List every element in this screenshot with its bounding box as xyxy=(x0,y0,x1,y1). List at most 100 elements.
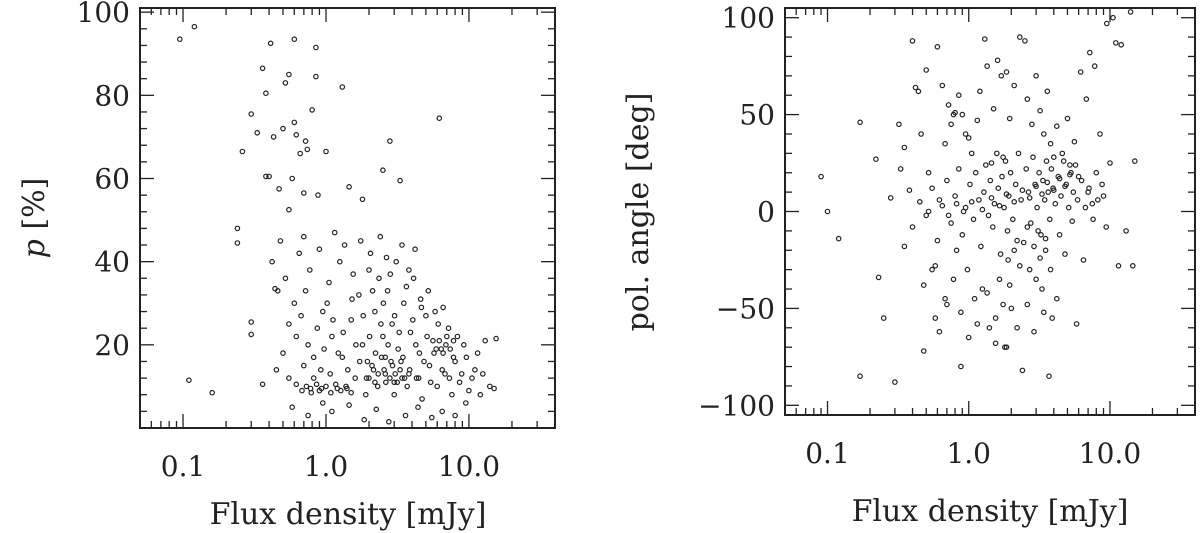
left-data-point xyxy=(378,321,384,327)
right-data-point xyxy=(1025,189,1032,195)
right-data-point xyxy=(1067,171,1073,178)
right-data-point xyxy=(932,315,939,321)
right-data-point xyxy=(968,199,975,205)
left-data-point xyxy=(364,358,371,365)
left-data-point xyxy=(402,412,409,419)
left-data-point xyxy=(415,375,422,381)
right-data-point xyxy=(1127,9,1134,15)
right-data-point xyxy=(959,232,966,238)
right-data-point xyxy=(1113,40,1119,46)
left-data-point xyxy=(372,308,378,315)
left-data-point xyxy=(486,383,493,390)
left-data-point xyxy=(393,258,400,265)
right-data-point xyxy=(1022,38,1028,44)
right-data-point xyxy=(1003,69,1010,75)
left-data-point xyxy=(428,414,435,421)
right-data-point xyxy=(939,82,946,89)
left-data-point xyxy=(234,225,241,232)
right-data-point xyxy=(1033,73,1039,79)
left-data-point xyxy=(304,146,311,153)
right-data-point xyxy=(1070,189,1077,195)
right-data-point xyxy=(955,166,962,172)
right-data-point xyxy=(1009,216,1016,223)
right-data-point xyxy=(896,121,902,128)
left-data-point xyxy=(456,379,463,386)
left-data-point xyxy=(277,238,284,244)
left-data-point xyxy=(427,379,434,386)
right-data-point xyxy=(1104,20,1110,27)
left-data-point xyxy=(382,354,389,361)
right-data-point xyxy=(1016,34,1023,40)
left-data-point xyxy=(382,371,389,377)
right-data-point xyxy=(1026,195,1033,201)
left-data-point xyxy=(289,404,296,411)
right-data-point xyxy=(936,328,943,335)
left-data-point xyxy=(392,371,399,377)
right-data-point xyxy=(925,169,932,176)
right-data-point xyxy=(1003,191,1010,197)
left-data-point xyxy=(280,125,286,132)
right-data-point xyxy=(996,202,1003,209)
left-data-point xyxy=(318,385,325,392)
right-data-point xyxy=(1041,131,1047,137)
right-data-point xyxy=(1039,286,1045,292)
left-data-point xyxy=(346,402,352,408)
right-data-point xyxy=(958,309,964,316)
right-data-point xyxy=(962,131,969,137)
left-data-point xyxy=(415,404,421,411)
left-y-tick-label: 100 xyxy=(77,0,130,29)
right-data-point xyxy=(1132,158,1138,164)
left-x-axis-title: Flux density [mJy] xyxy=(210,497,487,532)
left-data-point xyxy=(324,300,331,307)
right-data-point xyxy=(1086,185,1092,192)
left-data-point xyxy=(375,371,382,377)
left-data-point xyxy=(314,325,321,332)
left-data-point xyxy=(443,333,450,340)
right-y-axis-title: pol. angle [deg] xyxy=(621,93,656,332)
left-data-point xyxy=(332,381,339,388)
left-y-axis-title-symbol: p xyxy=(17,239,52,258)
left-data-point xyxy=(445,325,452,332)
left-data-point xyxy=(280,350,286,356)
right-data-point xyxy=(1026,266,1033,273)
right-data-point xyxy=(824,208,831,215)
left-x-tick-label: 0.1 xyxy=(161,450,206,483)
left-data-point xyxy=(327,371,334,377)
left-data-point xyxy=(293,381,300,388)
left-data-point xyxy=(436,337,443,344)
right-data-point xyxy=(835,235,842,242)
right-data-point xyxy=(1031,328,1037,335)
left-data-point xyxy=(398,358,404,365)
left-data-point xyxy=(353,341,359,348)
right-data-point xyxy=(1011,247,1018,254)
right-data-point xyxy=(955,92,962,99)
right-data-point xyxy=(988,160,995,166)
right-data-point xyxy=(1067,162,1073,168)
left-data-point xyxy=(209,389,216,396)
left-data-point xyxy=(419,396,425,402)
left-data-point xyxy=(426,362,433,369)
right-data-point xyxy=(1130,262,1136,269)
left-data-point xyxy=(399,242,405,248)
right-data-point xyxy=(1099,181,1105,188)
right-data-point xyxy=(925,208,932,215)
right-data-point xyxy=(1018,197,1024,203)
right-data-point xyxy=(1039,191,1045,197)
right-data-point xyxy=(985,212,992,219)
right-data-point xyxy=(1115,262,1122,269)
left-data-point xyxy=(383,254,390,261)
right-data-point xyxy=(1036,169,1042,176)
right-data-point xyxy=(1091,63,1098,69)
left-data-point xyxy=(412,246,418,253)
right-data-point xyxy=(1110,14,1116,21)
right-data-point xyxy=(1047,140,1054,147)
right-data-point xyxy=(1100,193,1107,199)
right-data-point xyxy=(1044,88,1051,95)
right-data-point xyxy=(1071,138,1078,145)
right-data-point xyxy=(944,177,950,184)
left-data-point xyxy=(449,391,455,398)
left-y-axis-title: p [%] xyxy=(17,178,52,259)
right-data-point xyxy=(965,334,972,341)
right-data-point xyxy=(1024,224,1031,230)
